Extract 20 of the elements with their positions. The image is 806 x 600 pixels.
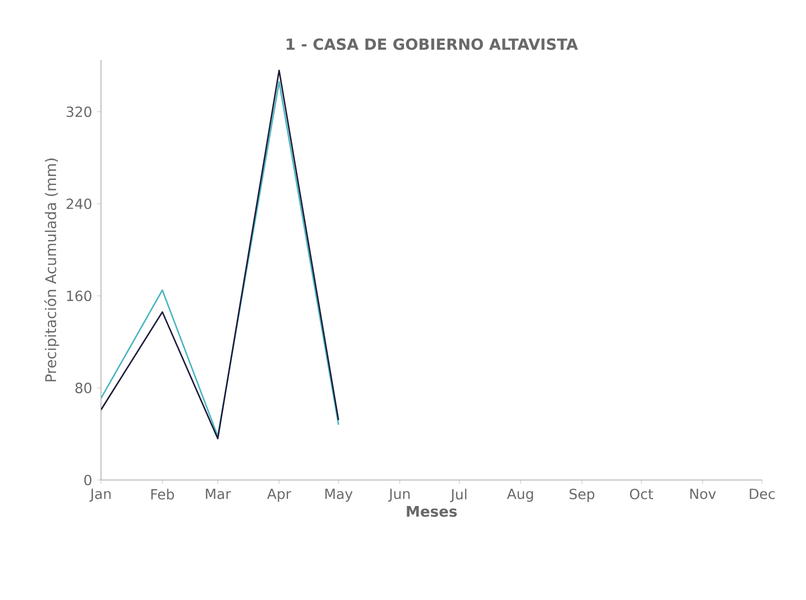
x-tick-label: Sep xyxy=(570,488,594,502)
x-tick-label: Jun xyxy=(388,488,410,502)
x-tick-label: Aug xyxy=(507,488,533,502)
x-tick-label: May xyxy=(325,488,353,502)
chart-title: 1 - CASA DE GOBIERNO ALTAVISTA xyxy=(286,38,578,50)
x-tick-label: Dec xyxy=(750,488,775,500)
y-tick-label: 80 xyxy=(75,382,92,394)
x-tick-label: Jan xyxy=(89,488,111,502)
y-axis-title: Precipitación Acumulada (mm) xyxy=(44,158,60,382)
x-tick-label: Nov xyxy=(690,488,716,500)
y-tick-label: 0 xyxy=(84,474,92,486)
x-tick-label: Jul xyxy=(450,488,466,502)
y-tick-label: 240 xyxy=(66,198,92,210)
x-axis-title: Meses xyxy=(406,506,457,517)
x-tick-label: Feb xyxy=(151,488,174,500)
x-tick-label: Oct xyxy=(630,488,654,500)
x-tick-label: Apr xyxy=(267,488,292,502)
y-tick-label: 320 xyxy=(66,106,92,118)
y-tick-label: 160 xyxy=(67,290,92,302)
x-tick-label: Mar xyxy=(206,488,231,500)
